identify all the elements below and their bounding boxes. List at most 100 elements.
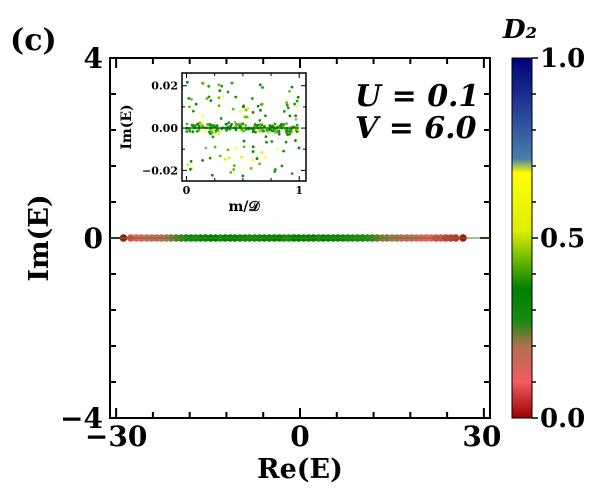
inset-data-point [232,164,236,167]
inset-data-point [293,102,297,106]
inset-data-point [265,140,268,144]
inset-data-point [213,145,217,149]
inset-data-point [285,122,288,126]
inset-data-point [201,159,204,162]
inset-data-point [265,129,269,132]
inset-data-point [258,123,262,126]
inset-data-point [186,163,190,167]
colorbar-tick-label-bottom: 0.0 [540,404,585,434]
inset-data-point [190,97,193,101]
inset-data-point [207,84,211,88]
inset-data-point [273,168,277,171]
inset-data-point [288,114,292,118]
inset-data-point [227,121,231,125]
inset-data-point [227,156,231,160]
inset-data-point [261,86,264,89]
x-axis-label: Re(E) [257,454,343,485]
inset-data-point [231,107,235,111]
inset-data-point [238,110,242,114]
inset-data-point [214,130,218,134]
inset-data-point [285,129,289,133]
inset-x-tick-left: 0 [183,184,191,197]
inset-data-point [220,84,224,88]
inset-data-point [288,128,292,132]
inset-data-point [241,122,245,126]
inset-data-point [253,123,257,126]
inset-data-point [277,132,281,136]
inset-data-point [204,130,208,134]
inset-data-point [288,89,291,93]
inset-data-point [270,129,273,132]
inset-data-point [243,115,247,119]
inset-data-point [280,164,284,168]
inset-data-point [294,114,298,118]
inset-data-point [217,104,221,108]
inset-data-point [217,83,221,87]
y-tick-label-top: 4 [84,42,103,75]
colorbar-tick-label-middle: 0.5 [540,224,585,254]
x-tick-label-left: −30 [85,420,147,453]
inset-data-point [258,119,262,122]
inset-data-point [285,101,289,105]
inset-data-point [285,103,289,107]
inset-data-point [290,85,294,89]
main-data-points [119,234,467,242]
inset-data-point [251,150,255,153]
inset-data-point [225,122,228,126]
inset-data-point [210,173,214,177]
inset-data-point [201,81,204,85]
inset-data-point [295,123,299,127]
inset-data-point [244,124,248,127]
inset-data-point [268,128,271,132]
inset-data-point [255,157,259,160]
inset-data-point [264,114,267,118]
inset-data-point [200,124,204,128]
annotation-U: U = 0.1 [355,79,479,114]
y-tick-label-middle: 0 [84,222,103,255]
inset-y-tick-middle: 0.00 [151,122,178,135]
inset-data-point [264,135,268,139]
inset-data-point [256,104,260,108]
inset-data-point [208,156,212,160]
panel-label: (c) [10,23,57,58]
inset-data-point [275,128,278,131]
inset-data-point [286,133,289,136]
inset-data-point [282,123,286,126]
inset-data-point [218,89,222,93]
inset-data-point [210,131,214,135]
inset-data-point [295,105,299,108]
x-tick-label-right: 30 [462,420,501,453]
inset-data-point [211,135,215,139]
inset-data-point [262,124,266,128]
inset-data-point [270,140,274,143]
inset-data-point [296,95,300,99]
inset-data-point [260,150,264,154]
inset-data-point [218,154,222,158]
inset-data-point [196,122,199,126]
inset-data-point [295,130,299,134]
inset-data-point [254,130,257,134]
main-ticks [110,57,490,419]
inset-x-tick-right: 1 [295,184,303,197]
inset-ticks [182,73,306,181]
inset-data-point [278,124,282,128]
inset-data-point [211,124,214,127]
inset-data-point [234,95,238,99]
colorbar [511,57,533,419]
inset-data-point [297,146,301,150]
y-tick-label-bottom: −4 [60,402,103,435]
inset-data-point [241,129,245,133]
inset-data-point [242,145,246,149]
y-axis-label: Im(E) [24,194,55,281]
inset-data-point [258,128,262,132]
inset-data-point [207,130,211,134]
inset-data-point [274,130,277,134]
inset-y-axis-label: Im(E) [119,104,135,149]
inset-data-point [217,132,221,135]
inset-data-point [185,122,189,126]
inset-data-point [250,158,254,162]
inset-data-point [286,106,290,110]
inset-data-point [241,174,245,178]
inset-data-point [205,97,209,100]
